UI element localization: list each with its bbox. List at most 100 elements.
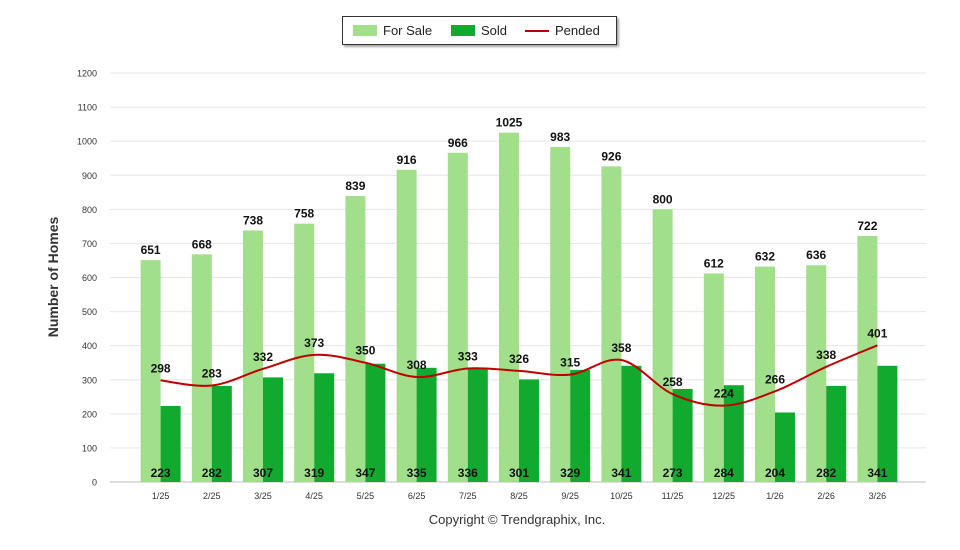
pended-value-label: 358 <box>611 341 631 355</box>
y-tick-label: 0 <box>92 478 97 488</box>
sold-value-label: 204 <box>765 466 785 480</box>
pended-line-path <box>160 344 878 407</box>
for-sale-bar <box>601 166 622 482</box>
x-tick-label: 4/25 <box>305 491 323 501</box>
pended-value-label: 332 <box>253 350 273 364</box>
pended-value-label: 338 <box>816 348 836 362</box>
for-sale-value-label: 758 <box>294 207 314 221</box>
pended-value-label: 258 <box>663 375 683 389</box>
sold-bar <box>314 373 335 482</box>
x-tick-label: 11/25 <box>662 491 684 501</box>
sold-value-label: 341 <box>867 466 887 480</box>
for-sale-value-label: 966 <box>448 136 468 150</box>
y-tick-label: 300 <box>82 375 97 385</box>
legend-label-for-sale: For Sale <box>383 23 433 38</box>
pended-value-label: 308 <box>407 358 427 372</box>
for-sale-value-label: 983 <box>550 130 570 144</box>
for-sale-bar <box>243 230 263 482</box>
pended-line <box>160 344 878 407</box>
y-tick-label: 400 <box>82 341 97 351</box>
y-tick-label: 100 <box>82 443 97 453</box>
sold-bar <box>826 385 847 482</box>
sold-value-label: 319 <box>304 466 324 480</box>
legend: For Sale Sold Pended <box>342 16 617 45</box>
for-sale-bar <box>140 260 161 482</box>
sold-bar <box>365 363 386 482</box>
for-sale-value-label: 636 <box>806 248 826 262</box>
pended-value-label: 266 <box>765 372 785 386</box>
for-sale-bar <box>191 254 212 482</box>
x-tick-label: 8/25 <box>510 491 528 501</box>
y-tick-label: 200 <box>82 409 97 419</box>
legend-item-for-sale: For Sale <box>353 23 432 38</box>
sold-bar <box>877 365 898 482</box>
for-sale-bar <box>345 196 366 482</box>
for-sale-bar <box>447 152 468 482</box>
sold-value-label: 282 <box>816 466 836 480</box>
for-sale-value-label: 668 <box>192 237 212 251</box>
sold-value-label: 307 <box>253 466 273 480</box>
sold-bar <box>621 365 642 482</box>
pended-swatch <box>525 29 549 32</box>
pended-value-label: 283 <box>202 367 222 381</box>
for-sale-value-label: 651 <box>141 243 161 257</box>
for-sale-value-label: 1025 <box>496 116 523 130</box>
sold-value-label: 301 <box>509 466 529 480</box>
x-tick-label: 9/25 <box>561 491 579 501</box>
for-sale-value-label: 612 <box>704 256 724 270</box>
y-tick-label: 700 <box>82 239 97 249</box>
sold-bar <box>672 388 693 482</box>
pended-value-label: 401 <box>867 326 887 340</box>
sold-value-label: 223 <box>151 466 171 480</box>
x-tick-label: 5/25 <box>357 491 375 501</box>
for-sale-bar <box>396 169 417 482</box>
sold-value-label: 347 <box>355 466 375 480</box>
sold-value-label: 336 <box>458 466 478 480</box>
sold-value-label: 329 <box>560 466 580 480</box>
x-tick-label: 3/25 <box>254 491 272 501</box>
x-tick-label: 10/25 <box>610 491 633 501</box>
x-tick-label: 1/26 <box>766 491 784 501</box>
x-tick-label: 12/25 <box>713 491 736 501</box>
y-tick-label: 900 <box>82 171 97 181</box>
sold-bar <box>775 412 795 482</box>
pended-value-label: 224 <box>714 387 734 401</box>
pended-value-label: 326 <box>509 352 529 366</box>
sold-bar <box>263 377 283 482</box>
for-sale-value-label: 839 <box>345 179 365 193</box>
y-tick-label: 1000 <box>77 137 97 147</box>
for-sale-value-label: 800 <box>653 192 673 206</box>
pended-value-label: 315 <box>560 356 580 370</box>
sold-value-label: 273 <box>663 466 683 480</box>
x-tick-label: 7/25 <box>459 491 477 501</box>
for-sale-bar <box>499 132 519 483</box>
sold-bar <box>570 369 591 482</box>
for-sale-bar <box>652 209 673 483</box>
legend-label-pended: Pended <box>555 23 600 38</box>
sold-bar <box>416 367 437 482</box>
x-tick-label: 2/25 <box>203 491 221 501</box>
sold-bar <box>211 385 232 482</box>
sold-bar <box>723 385 744 482</box>
for-sale-value-label: 632 <box>755 250 775 264</box>
bars <box>140 132 898 483</box>
for-sale-bar <box>806 265 827 482</box>
x-tick-label: 2/26 <box>817 491 835 501</box>
data-labels: 651 223 298 668 282 283 738 307 332 758 319 373 839 3… <box>141 116 888 480</box>
legend-item-pended: Pended <box>525 23 600 38</box>
for-sale-value-label: 738 <box>243 213 263 227</box>
y-tick-label: 1200 <box>77 69 97 79</box>
for-sale-value-label: 926 <box>601 149 621 163</box>
for-sale-value-label: 916 <box>397 153 417 167</box>
x-tick-label: 6/25 <box>408 491 426 501</box>
sold-bar <box>160 405 181 482</box>
for-sale-swatch <box>353 25 377 36</box>
for-sale-bar <box>857 235 878 482</box>
for-sale-bar <box>550 146 571 483</box>
legend-item-sold: Sold <box>451 23 507 38</box>
sold-value-label: 282 <box>202 466 222 480</box>
sold-bar <box>519 379 539 482</box>
sold-value-label: 341 <box>611 466 631 480</box>
y-axis-ticks: 0 100 200 300 400 500 600 700 800 900 1000 1100 1200 <box>77 69 97 488</box>
